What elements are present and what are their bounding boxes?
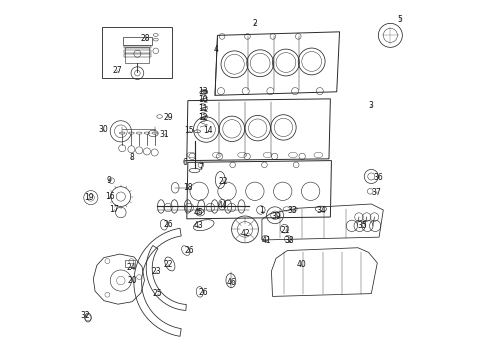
- Text: 35: 35: [357, 221, 367, 230]
- Text: 29: 29: [163, 113, 173, 122]
- Text: 6: 6: [183, 158, 188, 167]
- Text: 42: 42: [240, 229, 250, 238]
- Bar: [102, 27, 172, 78]
- Text: 19: 19: [84, 193, 94, 202]
- Text: 16: 16: [105, 193, 115, 202]
- Text: 46: 46: [227, 278, 237, 287]
- Text: 33: 33: [288, 206, 297, 215]
- Text: 26: 26: [184, 246, 194, 255]
- Text: 7: 7: [198, 163, 203, 172]
- Text: 10: 10: [198, 95, 208, 104]
- Bar: [125, 48, 149, 63]
- Text: 45: 45: [194, 208, 203, 217]
- Text: 39: 39: [272, 212, 282, 221]
- Text: 40: 40: [296, 260, 306, 269]
- Text: 30: 30: [98, 125, 108, 134]
- Text: 23: 23: [151, 267, 161, 276]
- Text: 25: 25: [153, 289, 162, 298]
- Bar: [124, 50, 151, 53]
- Text: 32: 32: [81, 311, 90, 320]
- Text: 21: 21: [281, 226, 290, 235]
- Text: 26: 26: [198, 288, 208, 297]
- Text: 14: 14: [203, 126, 213, 135]
- Text: 38: 38: [284, 236, 294, 245]
- Text: 43: 43: [194, 221, 203, 230]
- Text: 11: 11: [198, 104, 208, 113]
- Bar: [124, 54, 151, 57]
- Text: 28: 28: [141, 34, 150, 43]
- Text: 34: 34: [317, 206, 326, 215]
- Text: 41: 41: [261, 236, 271, 245]
- Text: 22: 22: [218, 176, 227, 185]
- Bar: [124, 46, 151, 48]
- Bar: [125, 260, 135, 267]
- Text: 20: 20: [128, 276, 138, 285]
- Text: 8: 8: [129, 153, 134, 162]
- Text: 37: 37: [371, 188, 381, 197]
- Text: 1: 1: [260, 206, 264, 215]
- Text: 15: 15: [184, 126, 194, 135]
- Bar: [122, 37, 152, 45]
- Text: 31: 31: [160, 130, 170, 139]
- Text: 2: 2: [252, 18, 257, 27]
- Text: 22: 22: [163, 260, 173, 269]
- Text: 13: 13: [198, 87, 208, 96]
- Text: 3: 3: [369, 102, 374, 111]
- Text: 26: 26: [163, 220, 173, 229]
- Text: 18: 18: [183, 183, 193, 192]
- Text: 12: 12: [198, 113, 208, 122]
- Text: 24: 24: [126, 263, 136, 272]
- Text: 4: 4: [214, 45, 219, 54]
- Text: 27: 27: [113, 66, 122, 75]
- Text: 5: 5: [397, 15, 402, 24]
- Text: 44: 44: [218, 201, 228, 210]
- Text: 17: 17: [109, 206, 119, 215]
- Text: 9: 9: [106, 176, 111, 185]
- Text: 36: 36: [373, 173, 383, 182]
